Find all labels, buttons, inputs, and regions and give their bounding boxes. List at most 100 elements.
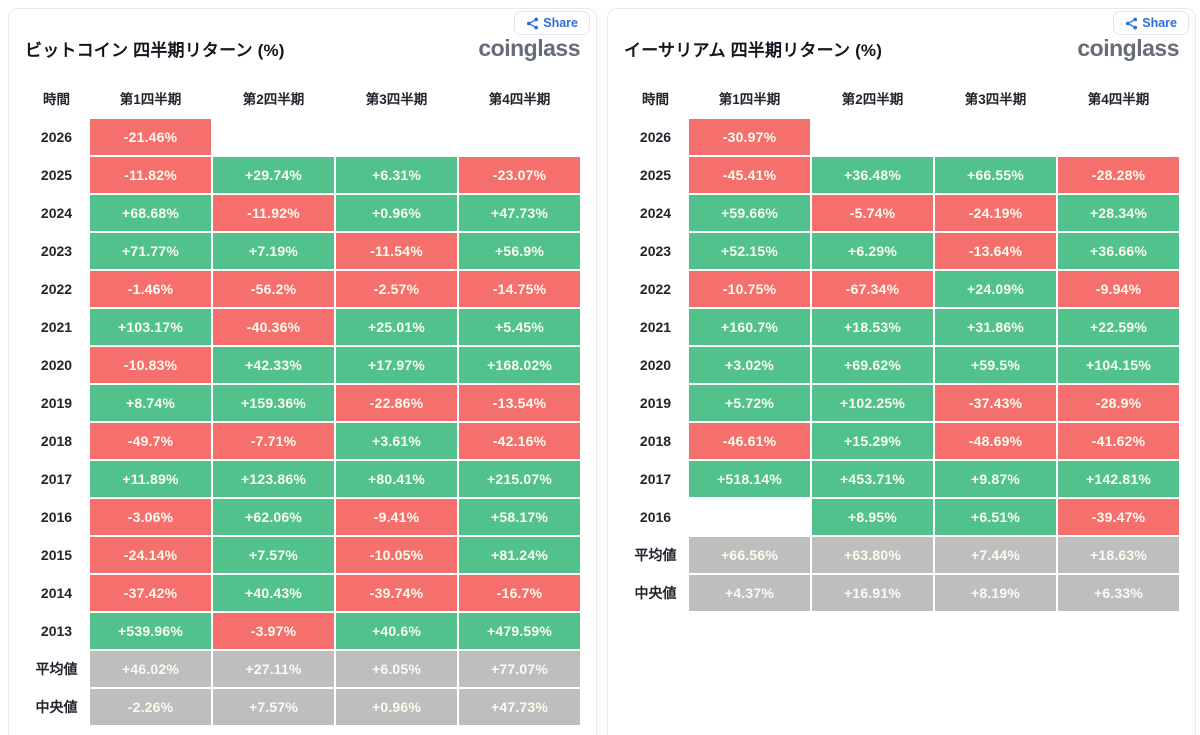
table-row: 2018 -46.61% +15.29% -48.69% -41.62%	[624, 423, 1179, 459]
row-label: 2021	[639, 319, 672, 335]
table-row: 2018 -49.7% -7.71% +3.61% -42.16%	[25, 423, 580, 459]
value-cell: -11.82%	[90, 157, 211, 193]
value-cell: -16.7%	[459, 575, 580, 611]
panel-card: Share イーサリアム 四半期リターン (%) coinglass 時間 第1四…	[607, 8, 1196, 735]
table-row: 2025 -11.82% +29.74% +6.31% -23.07%	[25, 157, 580, 193]
panel-title: ビットコイン 四半期リターン (%)	[25, 41, 285, 60]
table-row: 2023 +71.77% +7.19% -11.54% +56.9%	[25, 233, 580, 269]
value-cell: -37.43%	[935, 385, 1056, 421]
table-row: 平均値 +66.56% +63.80% +7.44% +18.63%	[624, 537, 1179, 573]
table-row: 2026 -21.46%	[25, 119, 580, 155]
column-header: 第1四半期	[718, 92, 781, 107]
value-cell: -48.69%	[935, 423, 1056, 459]
column-header: 第3四半期	[365, 92, 428, 107]
value-cell: -5.74%	[812, 195, 933, 231]
value-cell: -37.42%	[90, 575, 211, 611]
value-cell: -39.47%	[1058, 499, 1179, 535]
value-cell: -13.64%	[935, 233, 1056, 269]
panel-header: イーサリアム 四半期リターン (%) coinglass	[608, 35, 1195, 62]
value-cell: +40.6%	[336, 613, 457, 649]
row-label: 平均値	[35, 661, 78, 677]
value-cell: +160.7%	[689, 309, 810, 345]
table-row: 2017 +11.89% +123.86% +80.41% +215.07%	[25, 461, 580, 497]
value-cell: +66.56%	[689, 537, 810, 573]
row-label: 2021	[40, 319, 73, 335]
value-cell: +29.74%	[213, 157, 334, 193]
table-row: 2016 +8.95% +6.51% -39.47%	[624, 499, 1179, 535]
row-label: 2013	[40, 623, 73, 639]
returns-table: 時間 第1四半期 第2四半期 第3四半期 第4四半期 2026 -21.46% 2025 -1…	[9, 88, 596, 725]
row-label: 2024	[639, 205, 672, 221]
value-cell: -9.41%	[336, 499, 457, 535]
value-cell: +18.63%	[1058, 537, 1179, 573]
value-cell: +539.96%	[90, 613, 211, 649]
empty-cell	[336, 119, 457, 155]
value-cell: +59.5%	[935, 347, 1056, 383]
value-cell: +4.37%	[689, 575, 810, 611]
row-label: 2020	[40, 357, 73, 373]
panel-title: イーサリアム 四半期リターン (%)	[624, 41, 883, 60]
value-cell: -3.06%	[90, 499, 211, 535]
table-row: 平均値 +46.02% +27.11% +6.05% +77.07%	[25, 651, 580, 687]
row-label: 2016	[639, 509, 672, 525]
value-cell: +25.01%	[336, 309, 457, 345]
share-label: Share	[543, 16, 578, 30]
value-cell: -10.05%	[336, 537, 457, 573]
value-cell: +46.02%	[90, 651, 211, 687]
value-cell: +159.36%	[213, 385, 334, 421]
value-cell: +40.43%	[213, 575, 334, 611]
table-row: 2013 +539.96% -3.97% +40.6% +479.59%	[25, 613, 580, 649]
value-cell: +479.59%	[459, 613, 580, 649]
value-cell: -24.19%	[935, 195, 1056, 231]
value-cell: -21.46%	[90, 119, 211, 155]
empty-cell	[459, 119, 580, 155]
panel-header: ビットコイン 四半期リターン (%) coinglass	[9, 35, 596, 62]
value-cell: -11.92%	[213, 195, 334, 231]
row-label: 2020	[639, 357, 672, 373]
value-cell: +142.81%	[1058, 461, 1179, 497]
value-cell: +103.17%	[90, 309, 211, 345]
column-header: 第1四半期	[119, 92, 182, 107]
value-cell: -10.75%	[689, 271, 810, 307]
row-label: 2025	[40, 167, 73, 183]
value-cell: +16.91%	[812, 575, 933, 611]
value-cell: +7.19%	[213, 233, 334, 269]
value-cell: -30.97%	[689, 119, 810, 155]
value-cell: +59.66%	[689, 195, 810, 231]
value-cell: +58.17%	[459, 499, 580, 535]
row-label: 中央値	[35, 699, 78, 715]
table-row: 2026 -30.97%	[624, 119, 1179, 155]
empty-cell	[1058, 119, 1179, 155]
value-cell: +81.24%	[459, 537, 580, 573]
value-cell: +69.62%	[812, 347, 933, 383]
table-row: 2021 +160.7% +18.53% +31.86% +22.59%	[624, 309, 1179, 345]
value-cell: +3.61%	[336, 423, 457, 459]
column-header: 第4四半期	[1087, 92, 1150, 107]
table-row: 2022 -1.46% -56.2% -2.57% -14.75%	[25, 271, 580, 307]
value-cell: +7.57%	[213, 537, 334, 573]
row-label: 2016	[40, 509, 73, 525]
row-label: 2026	[639, 129, 672, 145]
value-cell: +6.31%	[336, 157, 457, 193]
value-cell: +42.33%	[213, 347, 334, 383]
row-label: 2015	[40, 547, 73, 563]
row-label: 2026	[40, 129, 73, 145]
value-cell: +215.07%	[459, 461, 580, 497]
table-row: 2020 +3.02% +69.62% +59.5% +104.15%	[624, 347, 1179, 383]
table-row: 2024 +68.68% -11.92% +0.96% +47.73%	[25, 195, 580, 231]
table-body: 2026 -30.97% 2025 -45.41% +36.48% +66.55% -28.…	[624, 119, 1179, 611]
value-cell: -67.34%	[812, 271, 933, 307]
value-cell: +68.68%	[90, 195, 211, 231]
table-row: 中央値 -2.26% +7.57% +0.96% +47.73%	[25, 689, 580, 725]
value-cell: +3.02%	[689, 347, 810, 383]
value-cell: +453.71%	[812, 461, 933, 497]
table-row: 2022 -10.75% -67.34% +24.09% -9.94%	[624, 271, 1179, 307]
value-cell: +6.05%	[336, 651, 457, 687]
value-cell: +80.41%	[336, 461, 457, 497]
table-row: 中央値 +4.37% +16.91% +8.19% +6.33%	[624, 575, 1179, 611]
share-button[interactable]: Share	[1113, 11, 1189, 35]
row-label: 2018	[40, 433, 73, 449]
row-label: 中央値	[634, 585, 677, 601]
value-cell: -7.71%	[213, 423, 334, 459]
share-button[interactable]: Share	[514, 11, 590, 35]
